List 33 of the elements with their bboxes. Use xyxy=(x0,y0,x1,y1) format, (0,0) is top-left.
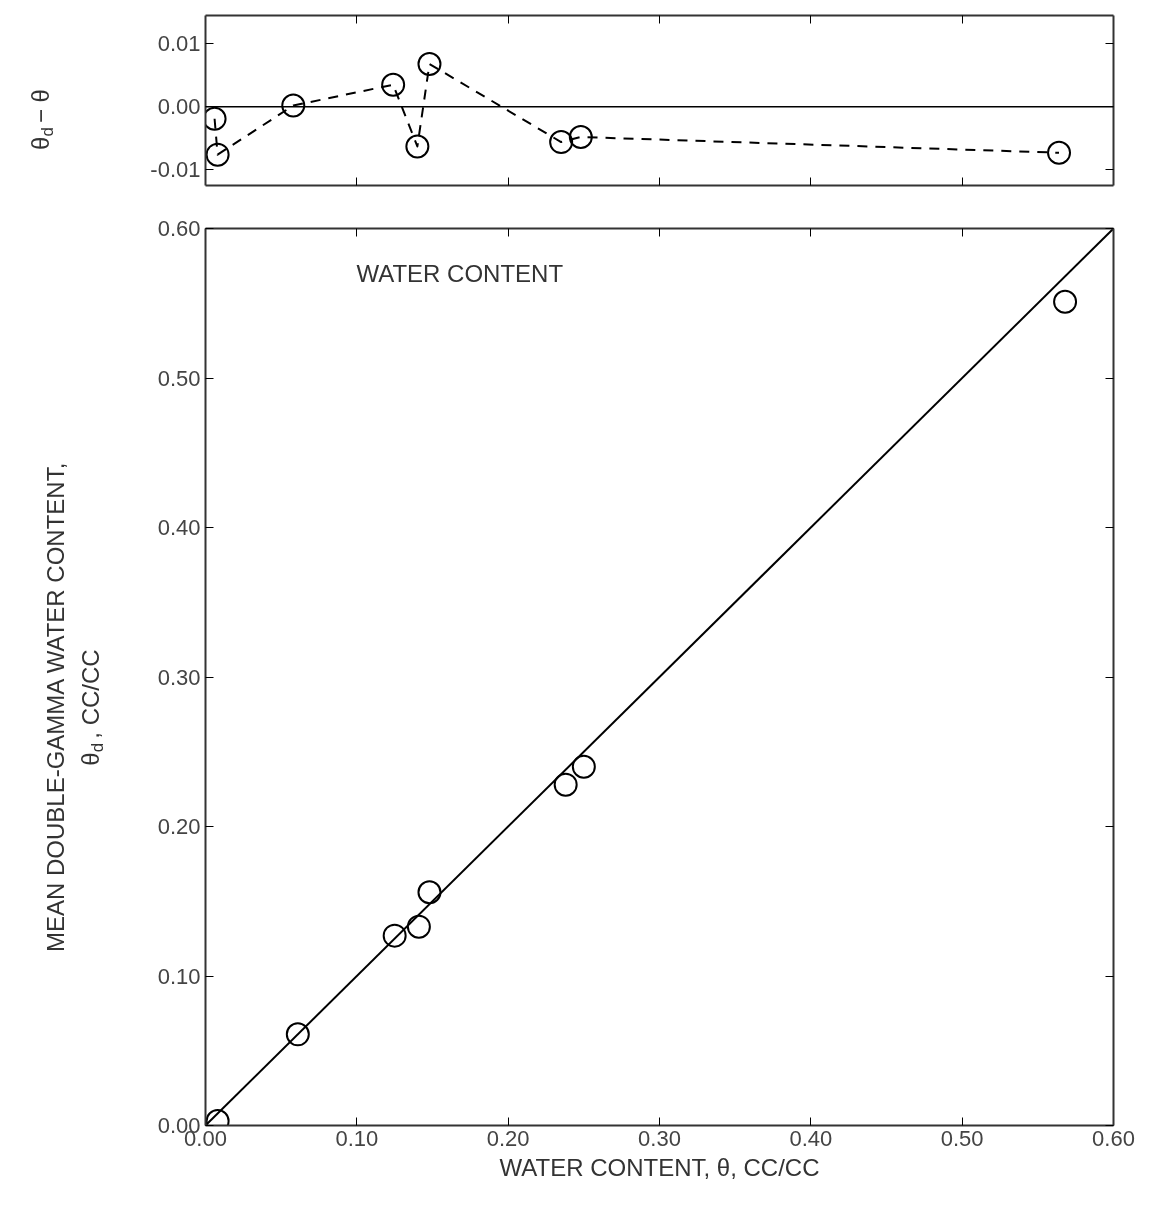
y-tick-label: 0.10 xyxy=(157,963,201,989)
point xyxy=(1053,289,1078,314)
x-tick-label: 0.40 xyxy=(789,1125,833,1151)
point xyxy=(571,754,596,779)
y-tick-label: 0.60 xyxy=(157,216,201,241)
y-tick-label: 0.40 xyxy=(157,515,201,540)
point xyxy=(381,72,406,97)
point xyxy=(405,134,430,159)
y-tick-label: 0.01 xyxy=(157,31,201,57)
point xyxy=(553,772,578,797)
y-tick-label: -0.01 xyxy=(150,157,201,183)
x-tick-label: 0.50 xyxy=(940,1125,984,1151)
point xyxy=(417,880,442,905)
point xyxy=(406,914,431,939)
point xyxy=(205,142,230,167)
point xyxy=(285,1022,310,1047)
y-tick-label: 0.30 xyxy=(157,664,201,690)
x-axis-title: WATER CONTENT, θ, CC/CC xyxy=(499,1153,820,1181)
y-tick-label: 0.50 xyxy=(157,365,201,391)
point xyxy=(382,923,407,948)
x-tick-label: 0.10 xyxy=(335,1125,379,1151)
point xyxy=(417,52,442,76)
y-tick-label: 0.00 xyxy=(157,94,201,120)
point xyxy=(568,125,593,149)
y-axis-title: θd − θ xyxy=(27,89,57,151)
x-tick-label: 0.30 xyxy=(638,1125,681,1151)
y-tick-label: 0.20 xyxy=(157,814,201,839)
x-tick-label: 0.20 xyxy=(486,1125,530,1151)
x-tick-label: 0.60 xyxy=(1092,1125,1135,1151)
point xyxy=(281,93,306,118)
point xyxy=(1047,140,1072,165)
point xyxy=(549,130,574,155)
annotation: WATER CONTENT xyxy=(356,259,564,287)
